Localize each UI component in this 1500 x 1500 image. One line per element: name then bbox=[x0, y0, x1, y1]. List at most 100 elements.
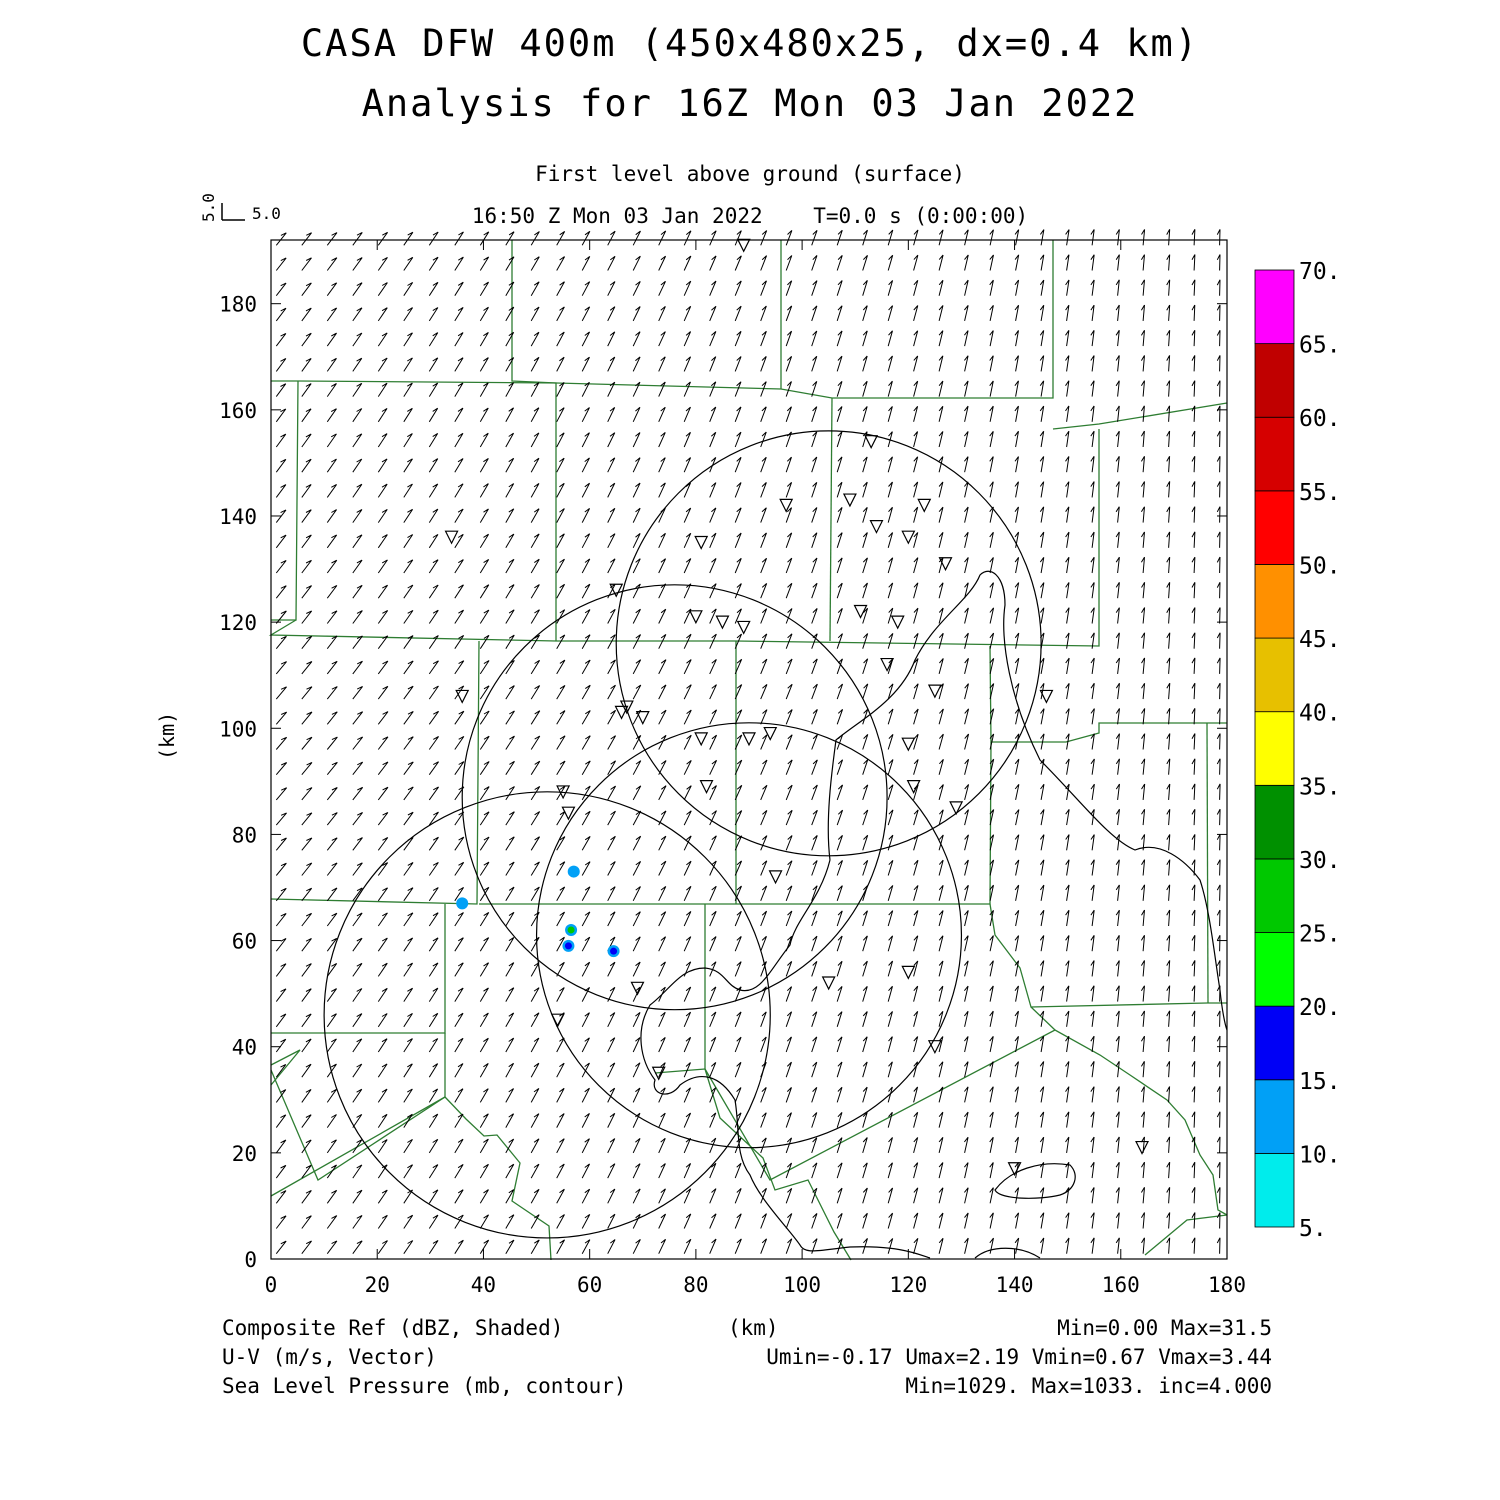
radar-range-ring bbox=[461, 584, 888, 1011]
y-tick-label: 20 bbox=[232, 1142, 257, 1166]
title-line-2: Analysis for 16Z Mon 03 Jan 2022 bbox=[361, 82, 1139, 125]
x-tick-label: 120 bbox=[889, 1273, 927, 1297]
station-marker-icon bbox=[1007, 1162, 1022, 1177]
colorbar-label: 20. bbox=[1299, 995, 1341, 1021]
colorbar-label: 35. bbox=[1299, 774, 1341, 800]
station-marker-icon bbox=[630, 981, 645, 996]
station-marker-icon bbox=[853, 604, 868, 619]
y-tick-label: 0 bbox=[244, 1248, 257, 1272]
footer-field1: Composite Ref (dBZ, Shaded) bbox=[222, 1316, 564, 1340]
station-marker-icon bbox=[927, 684, 942, 699]
colorbar-segment bbox=[1254, 711, 1295, 786]
x-tick-label: 60 bbox=[577, 1273, 602, 1297]
reflectivity-colorbar: 5. 10. 15. 20. 25. 30. 35. 40. 45. 50. 55. 60. 65. 70… bbox=[1254, 259, 1341, 1242]
station-marker-icon bbox=[699, 780, 714, 794]
reflectivity-echo bbox=[567, 865, 580, 878]
colorbar-segment bbox=[1254, 1152, 1295, 1228]
colorbar-segment bbox=[1254, 564, 1295, 639]
colorbar-segment bbox=[1254, 343, 1295, 418]
x-tick-label: 0 bbox=[265, 1273, 278, 1297]
station-marker-icon bbox=[688, 610, 703, 625]
colorbar-segment bbox=[1254, 269, 1295, 345]
colorbar-label: 5. bbox=[1299, 1216, 1327, 1242]
reflectivity-echo-core bbox=[567, 926, 575, 934]
title-line-1: CASA DFW 400m (450x480x25, dx=0.4 km) bbox=[300, 22, 1200, 65]
reflectivity-echoes bbox=[456, 865, 620, 958]
colorbar-label: 30. bbox=[1299, 848, 1341, 874]
colorbar-segment bbox=[1254, 637, 1295, 713]
colorbar-segment bbox=[1254, 858, 1295, 933]
station-marker-icon bbox=[779, 498, 794, 513]
station-marker-icon bbox=[694, 535, 709, 550]
station-marker-icon bbox=[763, 726, 778, 741]
station-marker-icon bbox=[768, 870, 783, 885]
station-marker-icon bbox=[901, 530, 916, 545]
station-marker-icon bbox=[906, 780, 921, 794]
station-marker-icon bbox=[561, 806, 576, 821]
colorbar-segment bbox=[1254, 416, 1295, 492]
station-marker-icon bbox=[736, 238, 751, 253]
station-marker-icon bbox=[821, 976, 836, 991]
y-tick-label: 60 bbox=[232, 930, 257, 954]
pressure-contours bbox=[640, 570, 1228, 1259]
station-marker-icon bbox=[927, 1040, 942, 1055]
station-marker-icon bbox=[651, 1066, 666, 1081]
y-tick-label: 40 bbox=[232, 1036, 257, 1060]
station-marker-icon bbox=[715, 615, 730, 630]
station-marker-icon bbox=[901, 965, 916, 980]
station-marker-icon bbox=[694, 732, 709, 747]
y-tick-label: 120 bbox=[219, 611, 257, 635]
station-markers bbox=[444, 238, 1149, 1177]
radar-range-ring bbox=[615, 430, 1042, 857]
y-tick-label: 80 bbox=[232, 823, 257, 847]
station-marker-icon bbox=[455, 689, 470, 704]
station-marker-icon bbox=[917, 498, 932, 513]
footer-field2: U-V (m/s, Vector) bbox=[222, 1345, 437, 1369]
y-tick-label: 160 bbox=[219, 399, 257, 423]
station-marker-icon bbox=[736, 620, 751, 635]
x-tick-label: 20 bbox=[365, 1273, 390, 1297]
colorbar-label: 15. bbox=[1299, 1069, 1341, 1095]
footer-field3: Sea Level Pressure (mb, contour) bbox=[222, 1374, 627, 1398]
y-tick-label: 100 bbox=[219, 717, 257, 741]
station-marker-icon bbox=[880, 657, 895, 672]
station-marker-icon bbox=[949, 801, 964, 816]
colorbar-label: 10. bbox=[1299, 1142, 1341, 1168]
footer-field2-stats: Umin=-0.17 Umax=2.19 Vmin=0.67 Vmax=3.44 bbox=[766, 1345, 1272, 1369]
reflectivity-echo-core bbox=[564, 942, 572, 950]
x-tick-label: 40 bbox=[471, 1273, 496, 1297]
station-marker-icon bbox=[550, 1013, 565, 1028]
y-tick-label: 180 bbox=[219, 293, 257, 317]
x-tick-label: 140 bbox=[996, 1273, 1034, 1297]
x-axis-label: (km) bbox=[728, 1316, 779, 1340]
reflectivity-echo-core bbox=[610, 947, 618, 955]
radar-range-ring bbox=[323, 791, 771, 1239]
county-boundaries bbox=[268, 240, 1228, 1261]
y-axis-ticks: 0 20 40 60 80 100 120 140 160 180 bbox=[219, 293, 1227, 1272]
vector-scale-u-label: 5.0 bbox=[252, 204, 281, 223]
colorbar-label: 55. bbox=[1299, 480, 1341, 506]
colorbar-label: 50. bbox=[1299, 553, 1341, 579]
colorbar-segment bbox=[1254, 932, 1295, 1007]
colorbar-segment bbox=[1254, 784, 1295, 860]
station-marker-icon bbox=[742, 732, 756, 747]
vector-scale-key bbox=[221, 203, 245, 221]
radar-range-rings bbox=[323, 430, 1042, 1239]
station-marker-icon bbox=[556, 785, 571, 800]
reflectivity-echo bbox=[456, 897, 469, 910]
colorbar-label: 25. bbox=[1299, 922, 1341, 948]
station-marker-icon bbox=[635, 711, 650, 725]
station-marker-icon bbox=[864, 435, 879, 450]
station-marker-icon bbox=[619, 700, 634, 715]
station-marker-icon bbox=[1039, 689, 1054, 704]
colorbar-label: 65. bbox=[1299, 333, 1341, 359]
footer-field1-stats: Min=0.00 Max=31.5 bbox=[1057, 1316, 1272, 1340]
colorbar-label: 45. bbox=[1299, 627, 1341, 653]
station-marker-icon bbox=[901, 737, 916, 752]
station-marker-icon bbox=[869, 519, 884, 534]
wind-vector-arrows bbox=[275, 229, 1221, 1255]
wind-vector-field bbox=[275, 229, 1221, 1255]
plot-frame bbox=[270, 239, 1228, 1260]
station-marker-icon bbox=[890, 615, 905, 630]
